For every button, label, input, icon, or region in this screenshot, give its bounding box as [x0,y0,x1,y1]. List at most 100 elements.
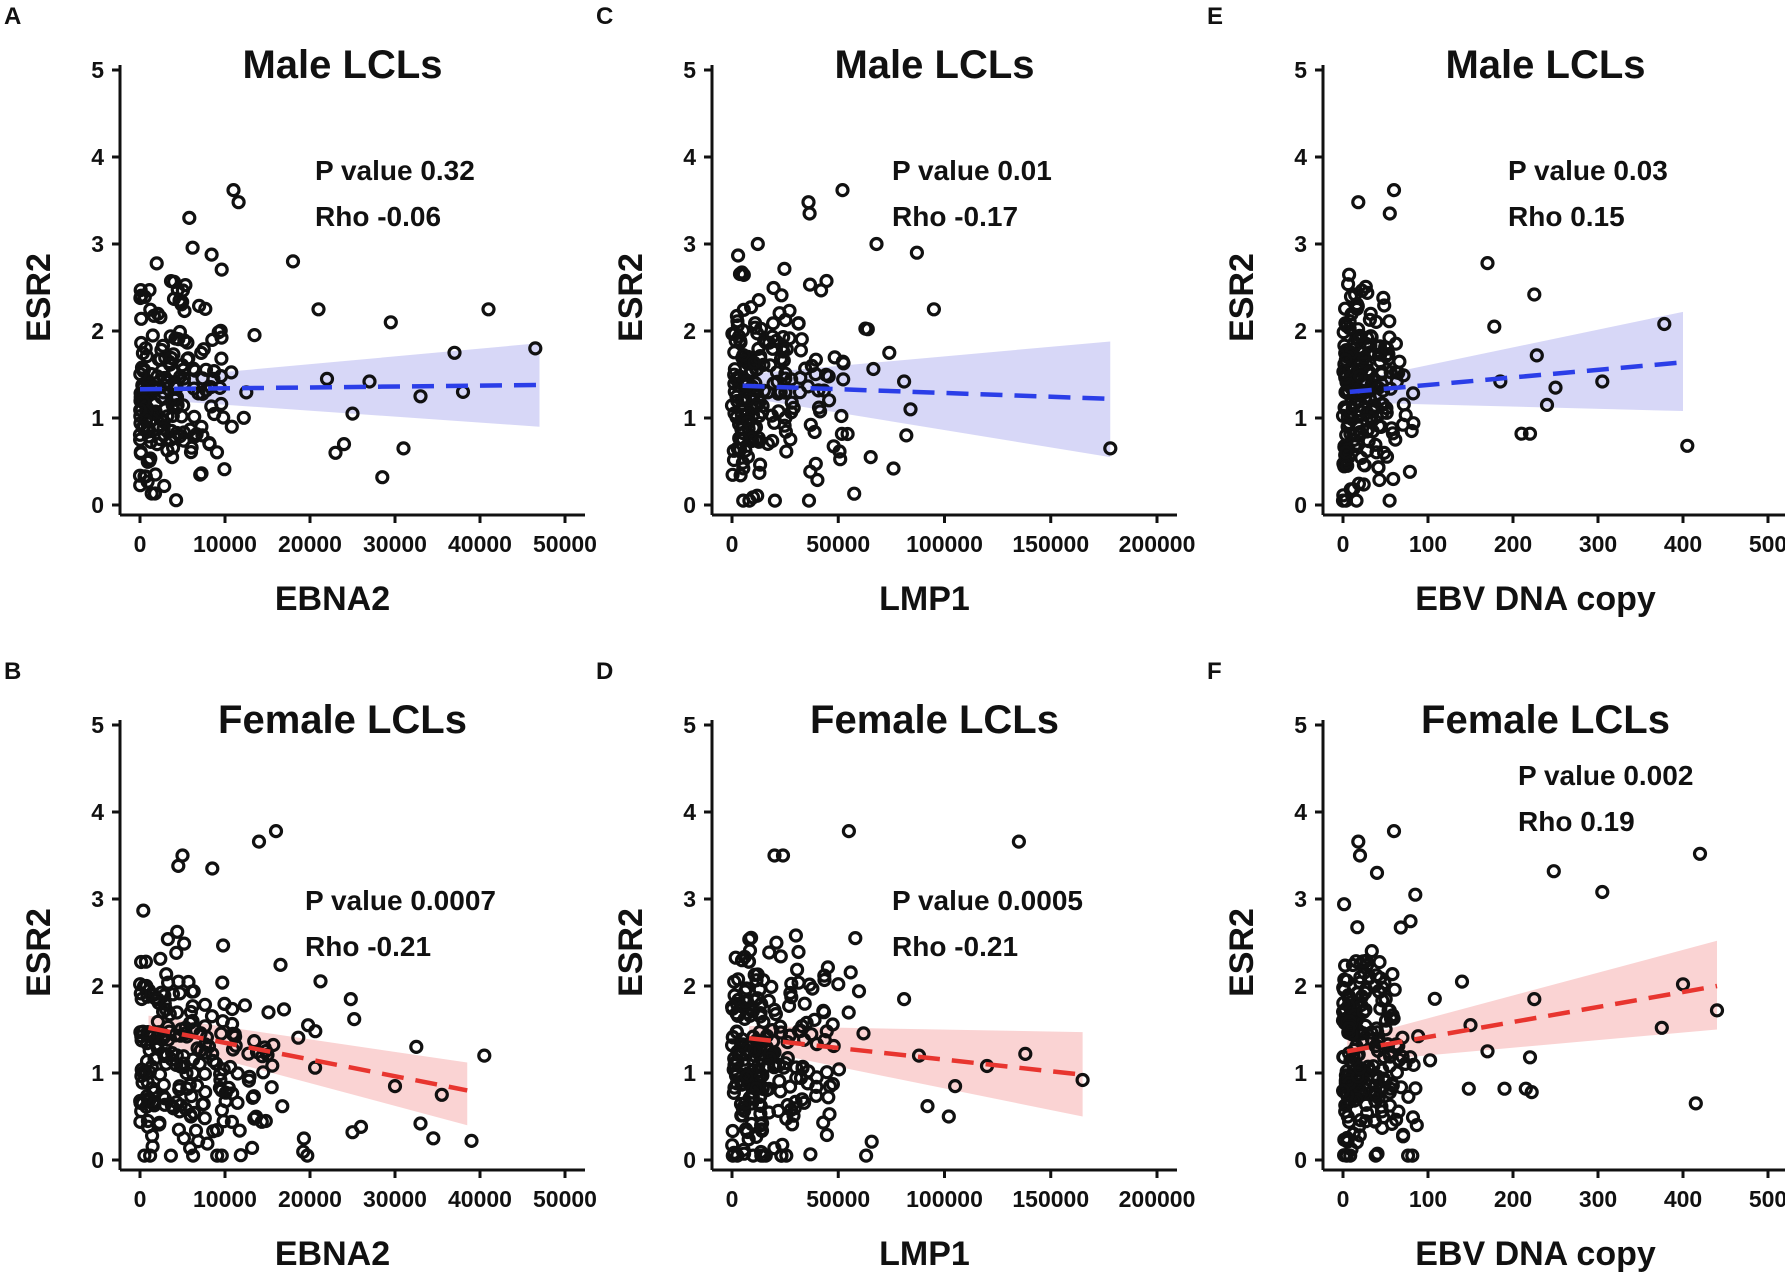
rho-label: Rho 0.15 [1508,201,1625,232]
data-point [206,1053,221,1069]
data-point [155,338,171,353]
x-tick-label: 20000 [278,1186,342,1212]
x-tick-label: 40000 [448,1186,512,1212]
data-point [1350,920,1365,935]
data-point [1363,338,1378,353]
data-point [750,397,765,413]
data-point [313,974,328,989]
x-tick-label: 50000 [533,531,597,557]
data-point [142,1093,157,1108]
data-point [752,1097,767,1112]
x-tick-label: 500 [1749,531,1785,557]
data-point [1336,1083,1351,1098]
data-point [1402,464,1417,479]
panel-letter: E [1207,3,1223,30]
data-point [1380,341,1395,356]
data-point [775,1137,790,1152]
data-point [1370,1025,1385,1040]
data-point [1382,1045,1397,1060]
data-point [739,1069,754,1084]
data-point [205,861,220,876]
data-point [171,332,186,347]
data-point [150,992,165,1007]
data-point [1393,1080,1409,1095]
data-point [1384,421,1399,436]
y-tick-label: 1 [91,1060,104,1086]
data-point [187,429,202,444]
data-point [1522,1050,1538,1065]
data-point [182,210,197,225]
data-point [1401,1089,1416,1104]
x-tick-label: 400 [1664,531,1702,557]
x-tick-label: 400 [1664,1186,1702,1212]
data-point [345,1125,360,1140]
data-point [736,302,751,317]
data-point [1341,277,1356,292]
x-tick-label: 30000 [363,1186,427,1212]
data-point [753,1042,768,1057]
data-point [726,1085,741,1100]
data-point [1359,413,1374,428]
data-point [214,351,229,366]
data-point [1529,348,1544,363]
data-point [750,236,765,252]
data-point [1369,314,1384,329]
data-point [159,967,174,982]
data-point [275,1099,290,1114]
p-value-label: P value 0.0005 [892,885,1083,916]
data-point [836,356,851,371]
x-tick-label: 100000 [906,1186,983,1212]
data-point [1352,1060,1367,1076]
data-point [768,1007,783,1022]
data-point [1595,374,1610,389]
data-point [1368,1088,1384,1103]
x-axis-label: EBNA2 [275,580,390,618]
data-point [165,450,180,465]
x-axis-label: EBV DNA copy [1415,580,1656,618]
data-point [1103,441,1118,456]
data-point [1351,834,1366,849]
data-point [747,993,762,1008]
data-point [426,1131,441,1146]
panel-letter: A [4,3,21,30]
data-point [785,1117,800,1132]
x-tick-label: 300 [1579,531,1617,557]
data-point [136,903,151,918]
x-tick-label: 10000 [193,531,257,557]
data-point [729,1024,744,1039]
y-tick-label: 5 [1294,712,1307,738]
data-point [198,1045,213,1060]
panel-D: D Female LCLs 0 1 2 3 4 5 0 50000 100000 150000 2000… [596,658,1195,1273]
data-point [777,418,792,433]
data-point [216,938,231,953]
data-point [134,311,149,326]
data-point [762,1051,777,1066]
data-point [816,1115,831,1130]
data-point [1340,458,1355,473]
data-point [1378,991,1393,1007]
y-axis-label: ESR2 [1223,908,1261,997]
data-point [1408,1081,1423,1096]
y-tick-label: 1 [1294,1060,1307,1086]
data-point [816,1005,832,1020]
data-point [1403,914,1418,929]
data-point [805,981,820,996]
data-point [1405,1110,1421,1125]
data-point [810,472,825,488]
data-point [134,954,149,970]
data-point [1595,884,1610,900]
data-point [762,945,777,960]
data-point [1383,365,1398,380]
trend-line [748,1035,1083,1077]
y-tick-label: 1 [91,405,104,431]
data-point [1369,968,1384,983]
y-tick-label: 4 [91,799,104,825]
data-point [1382,314,1397,329]
data-point [767,848,782,863]
data-point [464,1133,479,1148]
data-point [859,1148,874,1163]
y-tick-label: 4 [1294,144,1307,170]
data-point [1487,319,1502,334]
data-point [1352,369,1368,384]
data-point [1406,386,1421,401]
